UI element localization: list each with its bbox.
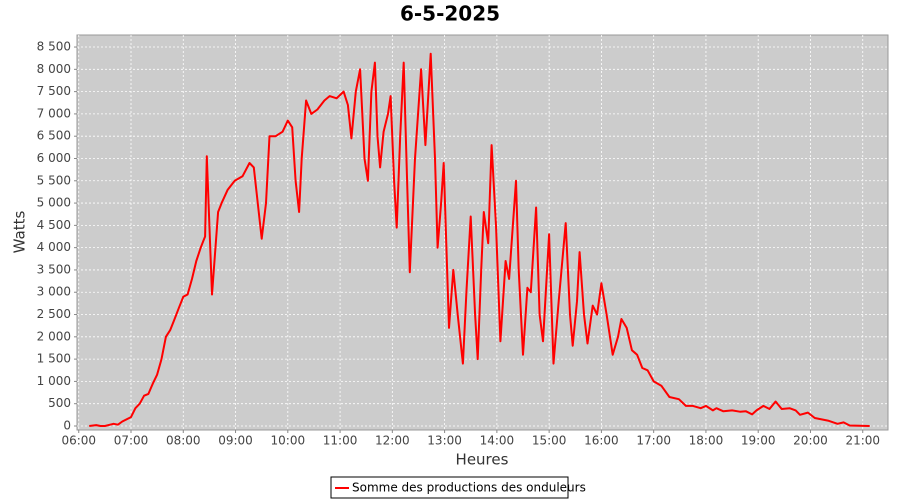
y-axis-label: Watts [11,211,29,254]
y-tick-label: 6 500 [37,129,71,143]
x-tick-label: 18:00 [689,434,724,448]
x-tick-label: 19:00 [741,434,776,448]
x-tick-label: 06:00 [61,434,96,448]
x-tick-label: 12:00 [375,434,410,448]
y-tick-label: 7 000 [37,106,71,120]
x-tick-label: 08:00 [166,434,201,448]
y-tick-label: 0 [63,418,71,432]
y-tick-label: 3 500 [37,262,71,276]
x-tick-label: 13:00 [427,434,462,448]
x-tick-label: 10:00 [271,434,306,448]
x-tick-label: 20:00 [793,434,828,448]
y-tick-label: 6 000 [37,151,71,165]
y-tick-label: 4 000 [37,240,71,254]
series-line [89,52,870,427]
chart-title: 6-5-2025 [400,2,500,26]
legend-label: Somme des productions des onduleurs [352,481,586,495]
legend [330,476,569,499]
y-tick-label: 1 000 [37,374,71,388]
y-tick-label: 3 000 [37,285,71,299]
x-tick-label: 21:00 [845,434,880,448]
y-tick-label: 5 000 [37,196,71,210]
x-tick-label: 07:00 [114,434,149,448]
x-axis-label: Heures [456,451,509,469]
x-tick-label: 09:00 [218,434,253,448]
y-tick-label: 4 500 [37,218,71,232]
x-tick-label: 15:00 [532,434,567,448]
y-tick-label: 8 500 [37,40,71,54]
x-tick-label: 17:00 [636,434,671,448]
y-tick-label: 8 000 [37,62,71,76]
y-tick-label: 7 500 [37,84,71,98]
x-tick-label: 14:00 [480,434,515,448]
x-tick-label: 16:00 [584,434,619,448]
y-tick-label: 2 000 [37,329,71,343]
y-tick-label: 2 500 [37,307,71,321]
y-tick-label: 5 500 [37,173,71,187]
y-tick-label: 1 500 [37,352,71,366]
x-tick-label: 11:00 [323,434,358,448]
y-tick-label: 500 [48,396,71,410]
